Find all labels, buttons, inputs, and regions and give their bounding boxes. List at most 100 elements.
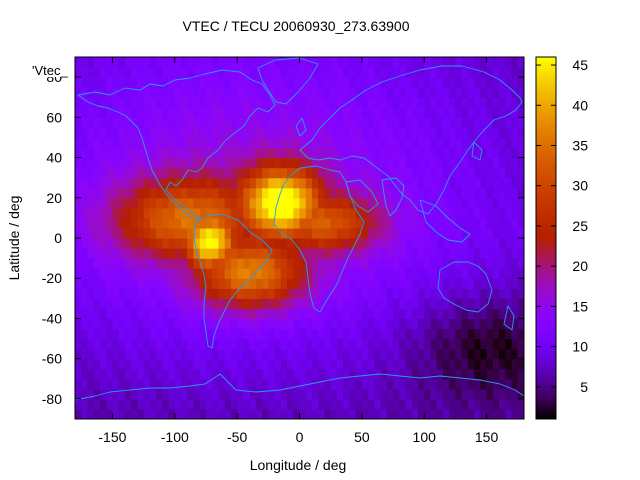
heatmap-cell xyxy=(430,308,438,320)
heatmap-cell xyxy=(112,127,120,139)
heatmap-cell xyxy=(405,278,413,289)
heatmap-cell xyxy=(455,57,463,68)
heatmap-cell xyxy=(118,248,126,259)
heatmap-cell xyxy=(230,368,238,380)
heatmap-cell xyxy=(118,127,126,139)
heatmap-cell xyxy=(224,408,232,419)
heatmap-cell xyxy=(511,197,519,209)
heatmap-cell xyxy=(393,358,400,370)
heatmap-cell xyxy=(393,268,400,279)
heatmap-cell xyxy=(417,398,425,410)
heatmap-cell xyxy=(455,137,463,149)
heatmap-cell xyxy=(293,318,301,330)
heatmap-cell xyxy=(149,398,157,410)
heatmap-cell xyxy=(486,258,494,269)
heatmap-cell xyxy=(417,87,425,98)
heatmap-cell xyxy=(218,107,226,118)
heatmap-cell xyxy=(436,288,444,299)
heatmap-cell xyxy=(174,408,182,419)
heatmap-cell xyxy=(474,248,481,259)
heatmap-cell xyxy=(174,238,182,249)
heatmap-cell xyxy=(430,378,438,390)
heatmap-cell xyxy=(380,147,388,159)
heatmap-cell xyxy=(255,278,263,289)
heatmap-cell xyxy=(467,177,475,189)
heatmap-cell xyxy=(411,358,419,370)
heatmap-cell xyxy=(311,87,319,98)
heatmap-cell xyxy=(467,308,475,320)
heatmap-cell xyxy=(499,288,506,299)
heatmap-cell xyxy=(330,348,338,360)
heatmap-cell xyxy=(405,157,413,169)
heatmap-cell xyxy=(305,167,313,179)
heatmap-cell xyxy=(168,147,176,159)
heatmap-cell xyxy=(280,117,288,128)
heatmap-cell xyxy=(268,157,276,169)
heatmap-cell xyxy=(137,288,145,299)
heatmap-cell xyxy=(118,77,126,88)
heatmap-cell xyxy=(436,67,444,78)
heatmap-cell xyxy=(299,358,307,370)
heatmap-cell xyxy=(81,187,89,199)
heatmap-cell xyxy=(380,328,388,340)
heatmap-cell xyxy=(224,107,232,118)
heatmap-cell xyxy=(449,308,457,320)
heatmap-cell xyxy=(517,368,524,380)
heatmap-cell xyxy=(368,358,375,370)
heatmap-cell xyxy=(449,107,457,118)
heatmap-cell xyxy=(230,147,238,159)
heatmap-cell xyxy=(318,408,326,419)
heatmap-cell xyxy=(75,378,82,390)
heatmap-cell xyxy=(143,197,151,209)
heatmap-cell xyxy=(224,328,232,340)
heatmap-cell xyxy=(193,147,201,159)
heatmap-cell xyxy=(461,137,469,149)
heatmap-cell xyxy=(374,127,382,139)
heatmap-cell xyxy=(280,197,288,209)
heatmap-cell xyxy=(305,288,313,299)
heatmap-cell xyxy=(511,137,519,149)
heatmap-cell xyxy=(230,378,238,390)
heatmap-cell xyxy=(193,318,201,330)
heatmap-cell xyxy=(249,268,257,279)
heatmap-cell xyxy=(511,278,519,289)
heatmap-cell xyxy=(237,187,244,199)
heatmap-cell xyxy=(106,127,114,139)
heatmap-cell xyxy=(455,298,463,309)
heatmap-cell xyxy=(467,117,475,128)
heatmap-cell xyxy=(461,67,469,78)
heatmap-cell xyxy=(224,318,232,330)
heatmap-cell xyxy=(374,87,382,98)
y-tick-label: -20 xyxy=(42,270,62,286)
heatmap-cell xyxy=(505,67,513,78)
heatmap-cell xyxy=(311,107,319,118)
heatmap-cell xyxy=(361,288,369,299)
heatmap-cell xyxy=(336,67,344,78)
heatmap-cell xyxy=(324,328,332,340)
heatmap-cell xyxy=(380,157,388,169)
heatmap-cell xyxy=(156,57,163,68)
heatmap-cell xyxy=(349,67,357,78)
heatmap-cell xyxy=(181,238,188,249)
heatmap-cell xyxy=(299,77,307,88)
heatmap-cell xyxy=(311,227,319,239)
heatmap-cell xyxy=(311,147,319,159)
heatmap-cell xyxy=(293,278,301,289)
heatmap-cell xyxy=(124,77,132,88)
heatmap-cell xyxy=(417,57,425,68)
heatmap-cell xyxy=(430,127,438,139)
heatmap-cell xyxy=(492,288,500,299)
heatmap-cell xyxy=(87,107,95,118)
heatmap-cell xyxy=(162,268,170,279)
heatmap-cell xyxy=(262,378,269,390)
heatmap-cell xyxy=(212,408,220,419)
heatmap-cell xyxy=(511,207,519,219)
heatmap-cell xyxy=(461,308,469,320)
heatmap-cell xyxy=(124,97,132,108)
heatmap-cell xyxy=(87,318,95,330)
heatmap-cell xyxy=(336,368,344,380)
heatmap-cell xyxy=(75,57,82,68)
heatmap-cell xyxy=(299,167,307,179)
heatmap-cell xyxy=(349,177,357,189)
heatmap-cell xyxy=(474,268,481,279)
